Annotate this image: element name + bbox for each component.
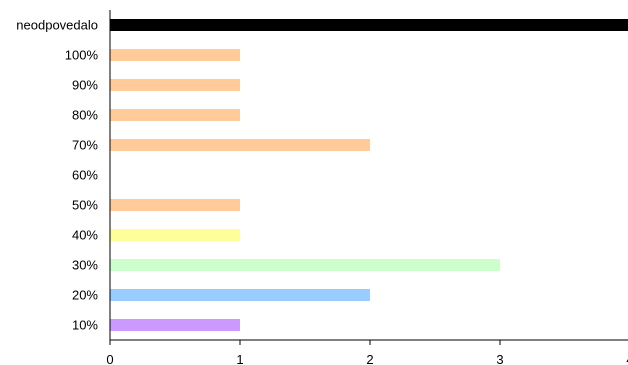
bar-neodpovedalo: [110, 19, 628, 31]
category-label-90-pct: 90%: [72, 78, 98, 93]
category-label-60-pct: 60%: [72, 168, 98, 183]
bar-80-pct: [110, 109, 240, 121]
category-label-40-pct: 40%: [72, 228, 98, 243]
x-tick-label-4: 4: [626, 352, 628, 365]
bar-30-pct: [110, 259, 500, 271]
bar-40-pct: [110, 229, 240, 241]
bar-70-pct: [110, 139, 370, 151]
category-label-50-pct: 50%: [72, 198, 98, 213]
bar-10-pct: [110, 319, 240, 331]
bar-90-pct: [110, 79, 240, 91]
category-label-10-pct: 10%: [72, 318, 98, 333]
bar-20-pct: [110, 289, 370, 301]
category-label-80-pct: 80%: [72, 108, 98, 123]
x-tick-label-3: 3: [496, 352, 503, 365]
bar-100-pct: [110, 49, 240, 61]
x-axis-ticks-group: 0 1 2 3 4: [106, 340, 628, 365]
category-label-30-pct: 30%: [72, 258, 98, 273]
category-label-neodpovedalo: neodpovedalo: [16, 18, 98, 33]
x-tick-label-2: 2: [366, 352, 373, 365]
bar-50-pct: [110, 199, 240, 211]
category-label-20-pct: 20%: [72, 288, 98, 303]
category-label-100-pct: 100%: [65, 48, 99, 63]
x-tick-label-0: 0: [106, 352, 113, 365]
category-label-70-pct: 70%: [72, 138, 98, 153]
bars-group: [110, 19, 628, 331]
x-tick-label-1: 1: [236, 352, 243, 365]
category-labels-group: neodpovedalo 100% 90% 80% 70% 60% 50% 40% 30% 20%…: [16, 18, 98, 333]
